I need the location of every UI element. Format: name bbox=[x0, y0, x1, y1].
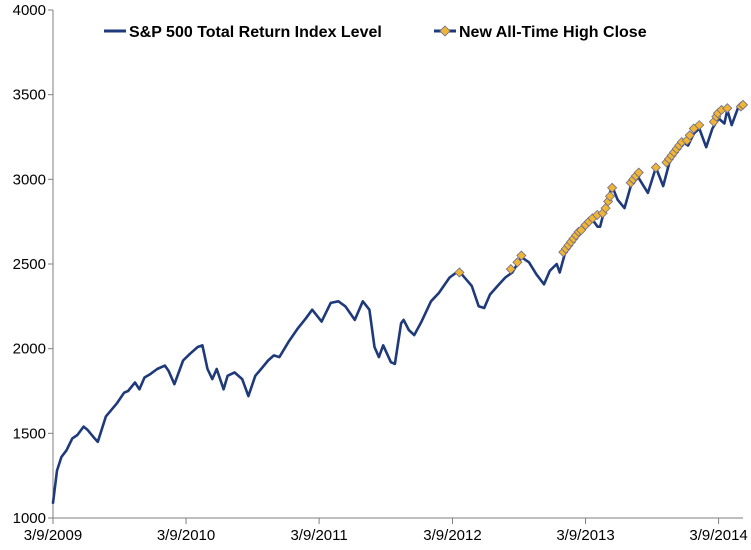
y-tick-label: 2000 bbox=[13, 341, 46, 358]
y-tick-label: 4000 bbox=[13, 2, 46, 19]
legend-label-sp500: S&P 500 Total Return Index Level bbox=[129, 24, 382, 41]
y-tick-label: 3500 bbox=[13, 87, 46, 104]
all-time-high-marker bbox=[607, 182, 618, 193]
legend: S&P 500 Total Return Index Level New All-… bbox=[104, 24, 647, 41]
all-time-high-marker bbox=[722, 103, 733, 114]
series-line-sp500-total-return bbox=[51, 103, 745, 505]
y-tick-label: 2500 bbox=[13, 256, 46, 273]
all-time-high-marker bbox=[512, 257, 523, 268]
y-tick-label: 3000 bbox=[13, 171, 46, 188]
y-tick-label: 1500 bbox=[13, 425, 46, 442]
all-time-high-marker bbox=[516, 250, 527, 261]
all-time-high-marker bbox=[633, 167, 644, 178]
all-time-high-marker bbox=[737, 99, 749, 110]
legend-label-all-time-high: New All-Time High Close bbox=[459, 24, 647, 41]
all-time-high-marker bbox=[684, 130, 695, 141]
all-time-high-marker bbox=[694, 120, 705, 131]
x-tick-label: 3/9/2011 bbox=[290, 527, 347, 544]
markers-layer bbox=[454, 99, 749, 278]
x-tick-label: 3/9/2014 bbox=[689, 527, 747, 544]
axes: 1000 1500 2000 2500 3000 3500 4000 3/9/2009 3/9/… bbox=[13, 2, 748, 544]
all-time-high-marker bbox=[505, 264, 516, 275]
series-layer bbox=[51, 103, 745, 505]
x-tick-label: 3/9/2010 bbox=[157, 527, 215, 544]
all-time-high-marker bbox=[454, 267, 465, 278]
all-time-high-marker bbox=[604, 191, 616, 202]
x-tick-label: 3/9/2013 bbox=[556, 527, 614, 544]
x-tick-label: 3/9/2009 bbox=[24, 527, 82, 544]
all-time-high-marker bbox=[650, 162, 661, 173]
x-tick-label: 3/9/2012 bbox=[423, 527, 481, 544]
y-tick-label: 1000 bbox=[13, 510, 46, 527]
legend-diamond-swatch bbox=[439, 25, 451, 37]
